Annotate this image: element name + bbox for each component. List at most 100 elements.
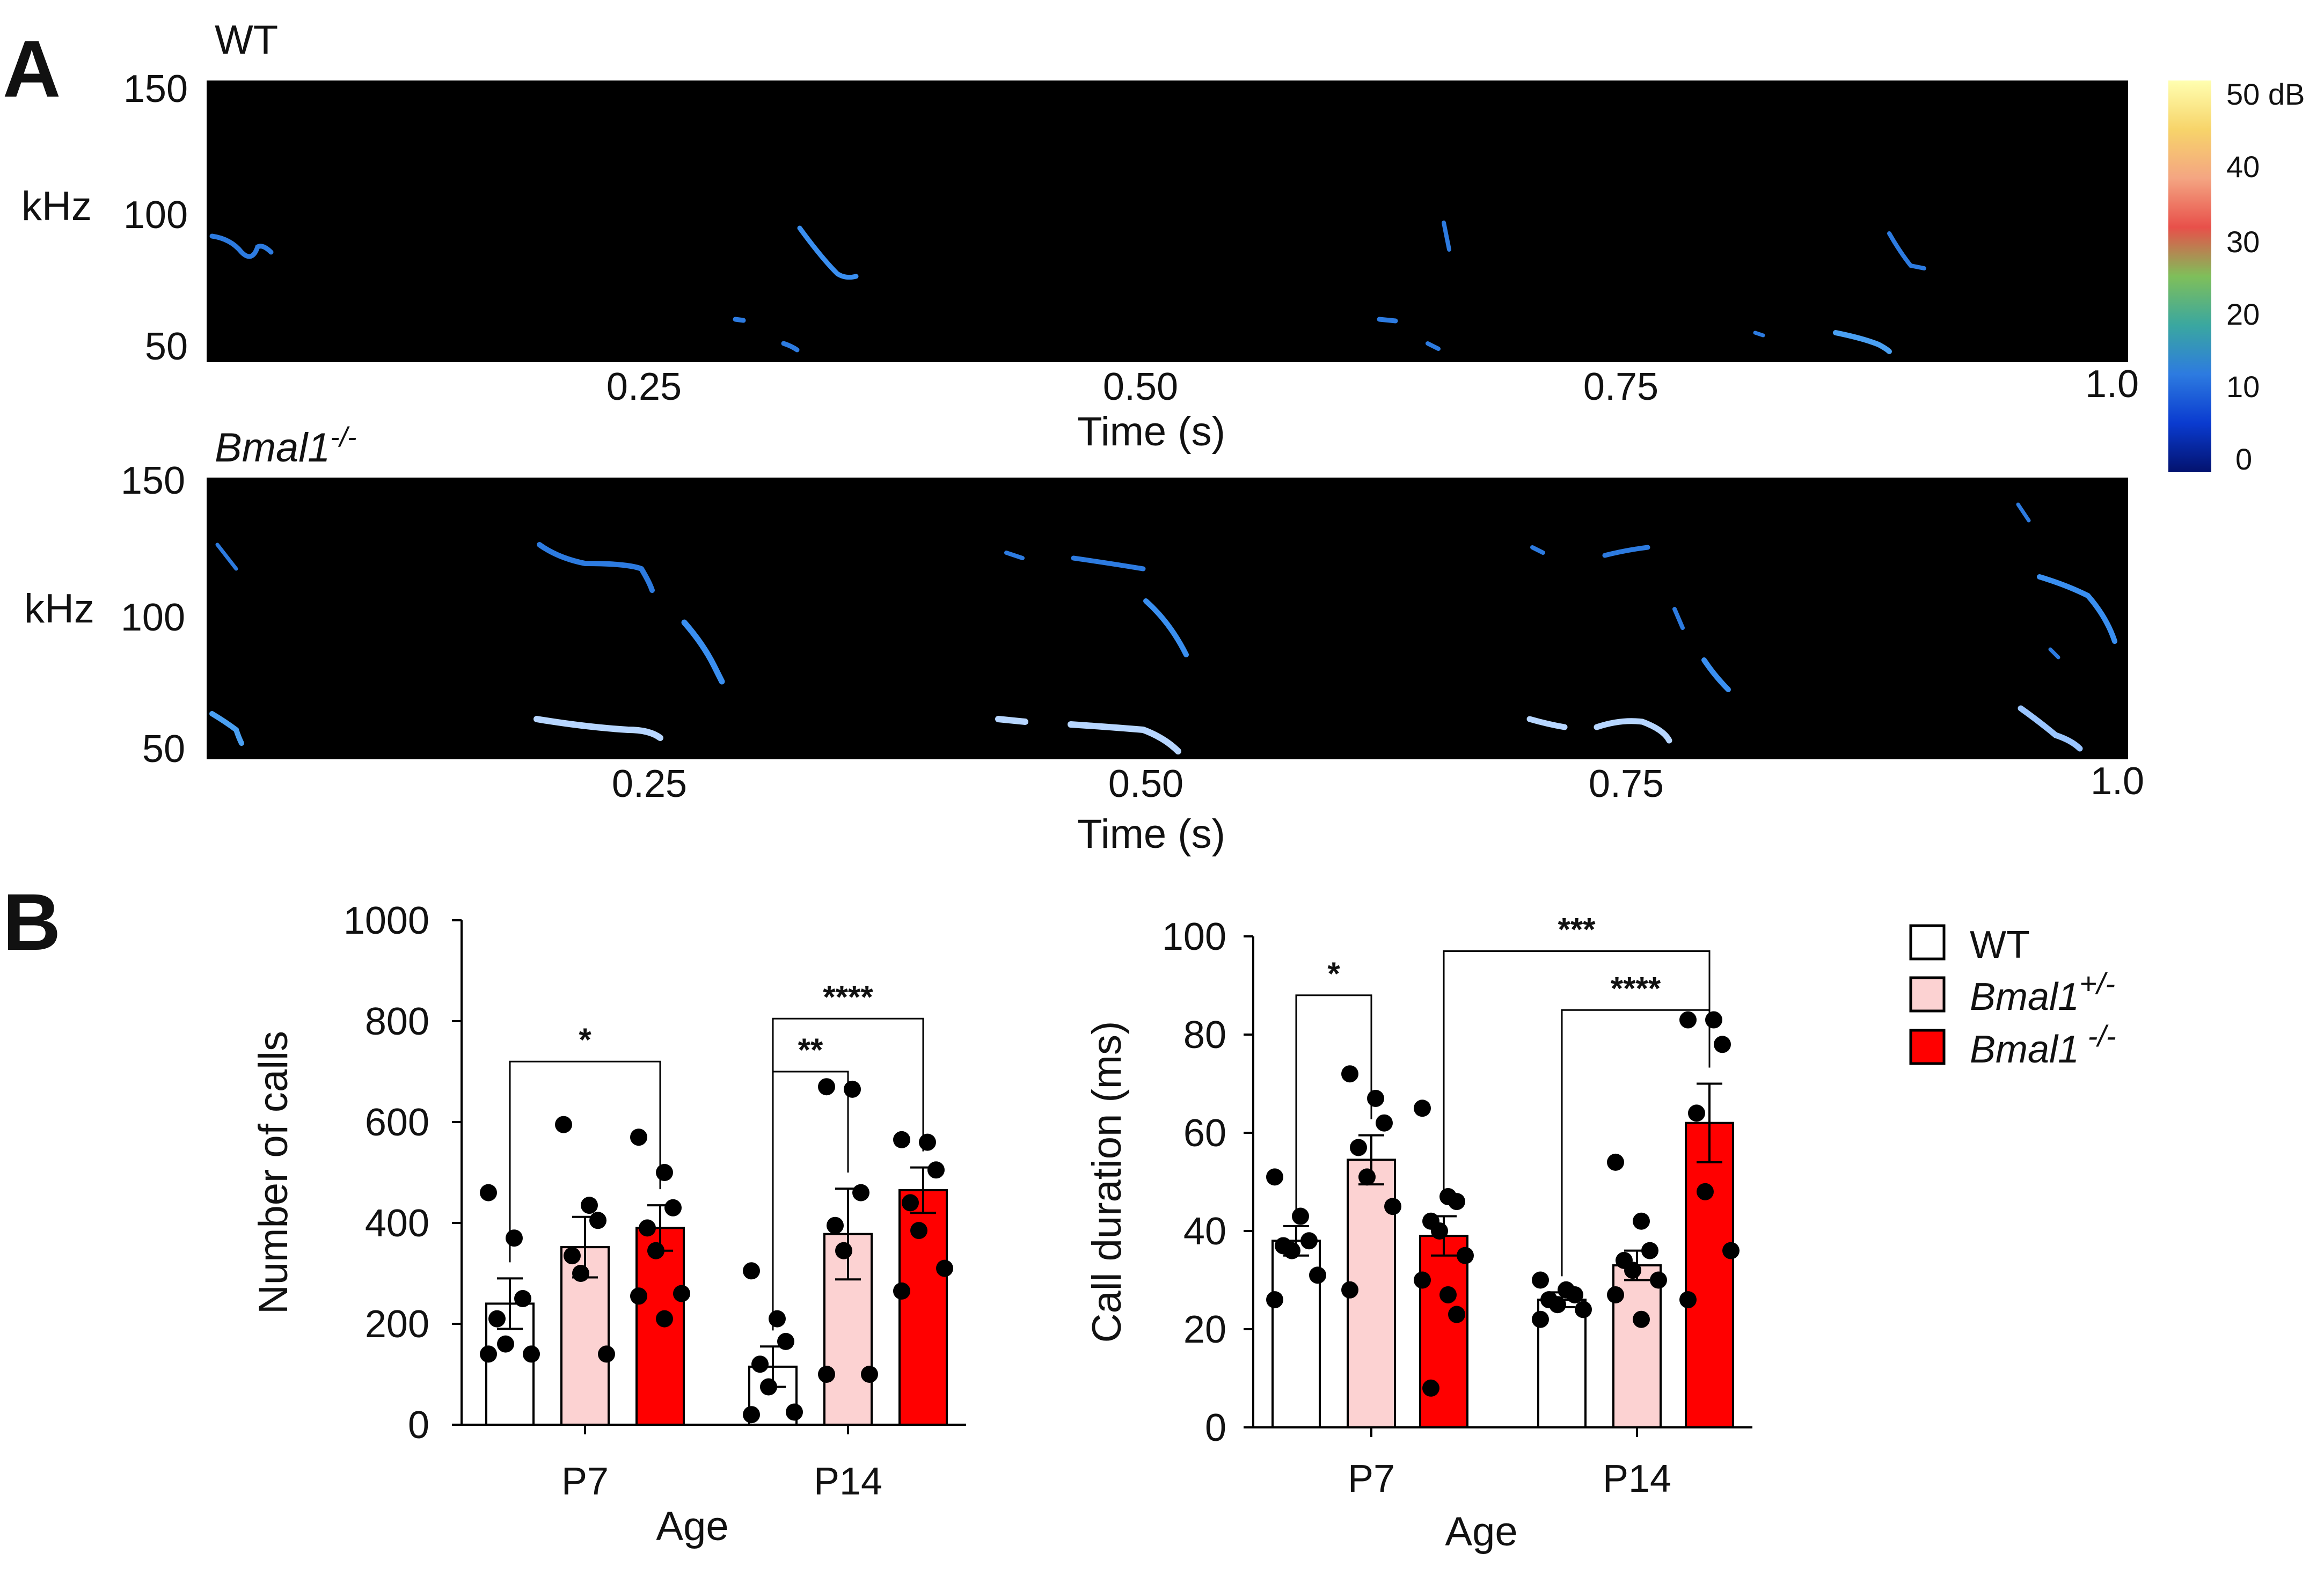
bar: [635, 1227, 685, 1426]
data-point: [1309, 1266, 1326, 1284]
spectrogram-wt-canvas: [207, 80, 2128, 362]
data-point: [927, 1161, 945, 1179]
call-trace: [1143, 598, 1189, 657]
y-tick-label: 0: [1205, 1406, 1226, 1449]
data-point: [1575, 1301, 1592, 1318]
call-trace: [1004, 551, 1025, 560]
data-point: [497, 1335, 514, 1353]
data-point: [630, 1287, 647, 1305]
data-point: [1633, 1310, 1650, 1328]
significance-bracket: [509, 1060, 661, 1263]
bar: [1685, 1122, 1734, 1428]
legend-swatch-het: [1909, 976, 1946, 1013]
x-tick-label: P7: [1348, 1457, 1395, 1500]
data-point: [861, 1366, 878, 1383]
data-point: [893, 1131, 910, 1148]
data-point: [786, 1403, 803, 1421]
data-point: [818, 1366, 835, 1383]
panel-b-letter: B: [3, 877, 61, 967]
call-trace: [681, 619, 725, 685]
data-point: [1607, 1286, 1624, 1303]
spectrogram-wt-xlabel: Time (s): [1077, 409, 1225, 455]
call-trace: [781, 341, 800, 353]
data-point: [1358, 1168, 1376, 1186]
data-point: [1679, 1291, 1697, 1309]
y-tick-label: 100: [1162, 915, 1226, 958]
spectrogram-wt: WT kHz 150 100 50 0.25 0.50 0.75 1.0 Tim…: [21, 17, 2139, 455]
data-point: [1624, 1262, 1641, 1279]
data-point: [1376, 1114, 1393, 1132]
data-point: [1650, 1271, 1667, 1289]
x-axis-label: Age: [656, 1504, 728, 1549]
data-point: [581, 1197, 598, 1214]
data-point: [936, 1259, 953, 1277]
y-tick-label: 0: [408, 1404, 429, 1447]
data-point: [1422, 1379, 1439, 1397]
spectrogram-ko-ytick: 50: [142, 728, 185, 771]
spectrogram-ko-label: Bmal1-/-: [215, 422, 357, 471]
colorbar-gradient: [2168, 80, 2211, 472]
data-point: [488, 1310, 506, 1328]
call-trace: [1426, 341, 1441, 351]
data-point: [664, 1199, 682, 1216]
spectrogram-ko-ytick: 100: [121, 596, 185, 639]
colorbar: 50 dB 40 30 20 10 0: [2168, 77, 2305, 476]
y-tick-label: 1000: [344, 899, 429, 942]
call-trace: [1377, 317, 1398, 324]
data-point: [751, 1355, 769, 1373]
data-point: [555, 1116, 572, 1133]
call-trace: [215, 543, 238, 571]
colorbar-tick: 10: [2226, 370, 2260, 404]
call-trace: [733, 317, 746, 323]
data-point: [760, 1378, 777, 1396]
significance-bracket: [772, 1017, 924, 1331]
data-point: [844, 1080, 861, 1098]
call-trace: [1442, 221, 1451, 252]
spectrogram-ko-canvas: [207, 478, 2128, 759]
data-point: [1532, 1271, 1549, 1289]
call-trace: [1602, 545, 1650, 558]
y-tick-label: 60: [1183, 1112, 1226, 1155]
spectrogram-wt-xtick: 1.0: [2085, 363, 2139, 406]
call-trace: [1068, 721, 1181, 754]
legend-swatch-wt: [1909, 924, 1946, 961]
y-axis-label: Call duration (ms): [1084, 1021, 1130, 1343]
legend-label-ko: Bmal1 -/-: [1970, 1019, 2116, 1071]
data-point: [910, 1222, 927, 1240]
data-point: [893, 1282, 910, 1300]
data-point: [572, 1265, 589, 1282]
spectrogram-ko-traces: [209, 502, 2117, 754]
data-point: [564, 1247, 581, 1265]
data-point: [673, 1285, 690, 1302]
colorbar-tick: 0: [2235, 442, 2252, 476]
y-tick-label: 40: [1183, 1210, 1226, 1253]
data-point: [1722, 1242, 1740, 1259]
call-trace: [1887, 231, 1926, 270]
spectrogram-wt-label: WT: [215, 17, 278, 63]
y-tick-label: 400: [365, 1202, 429, 1245]
data-point: [1679, 1011, 1697, 1029]
x-tick-label: P14: [814, 1460, 882, 1503]
significance-label: **: [798, 1032, 823, 1068]
significance-bracket: [1295, 994, 1372, 1210]
call-trace: [1672, 607, 1685, 630]
call-trace: [1530, 545, 1545, 555]
data-point: [1431, 1222, 1448, 1240]
data-point: [1367, 1089, 1384, 1107]
spectrogram-wt-xtick: 0.25: [606, 365, 682, 408]
spectrogram-wt-xtick: 0.50: [1103, 365, 1178, 408]
data-point: [480, 1184, 497, 1201]
data-point: [1714, 1036, 1731, 1053]
spectrogram-bmal1-ko: Bmal1-/- kHz 150 100 50 0.25 0.50 0.75 1…: [24, 422, 2144, 857]
significance-label: ***: [1558, 911, 1596, 947]
significance-bracket: [1443, 950, 1711, 1200]
significance-label: *: [579, 1022, 591, 1058]
spectrogram-ko-xtick: 0.25: [612, 763, 687, 805]
data-point: [1566, 1286, 1583, 1303]
legend-label-wt: WT: [1970, 924, 2030, 966]
data-point: [480, 1345, 497, 1363]
data-point: [1688, 1104, 1705, 1122]
spectrogram-wt-traces: [209, 221, 1926, 354]
panel-a-letter: A: [3, 24, 61, 114]
